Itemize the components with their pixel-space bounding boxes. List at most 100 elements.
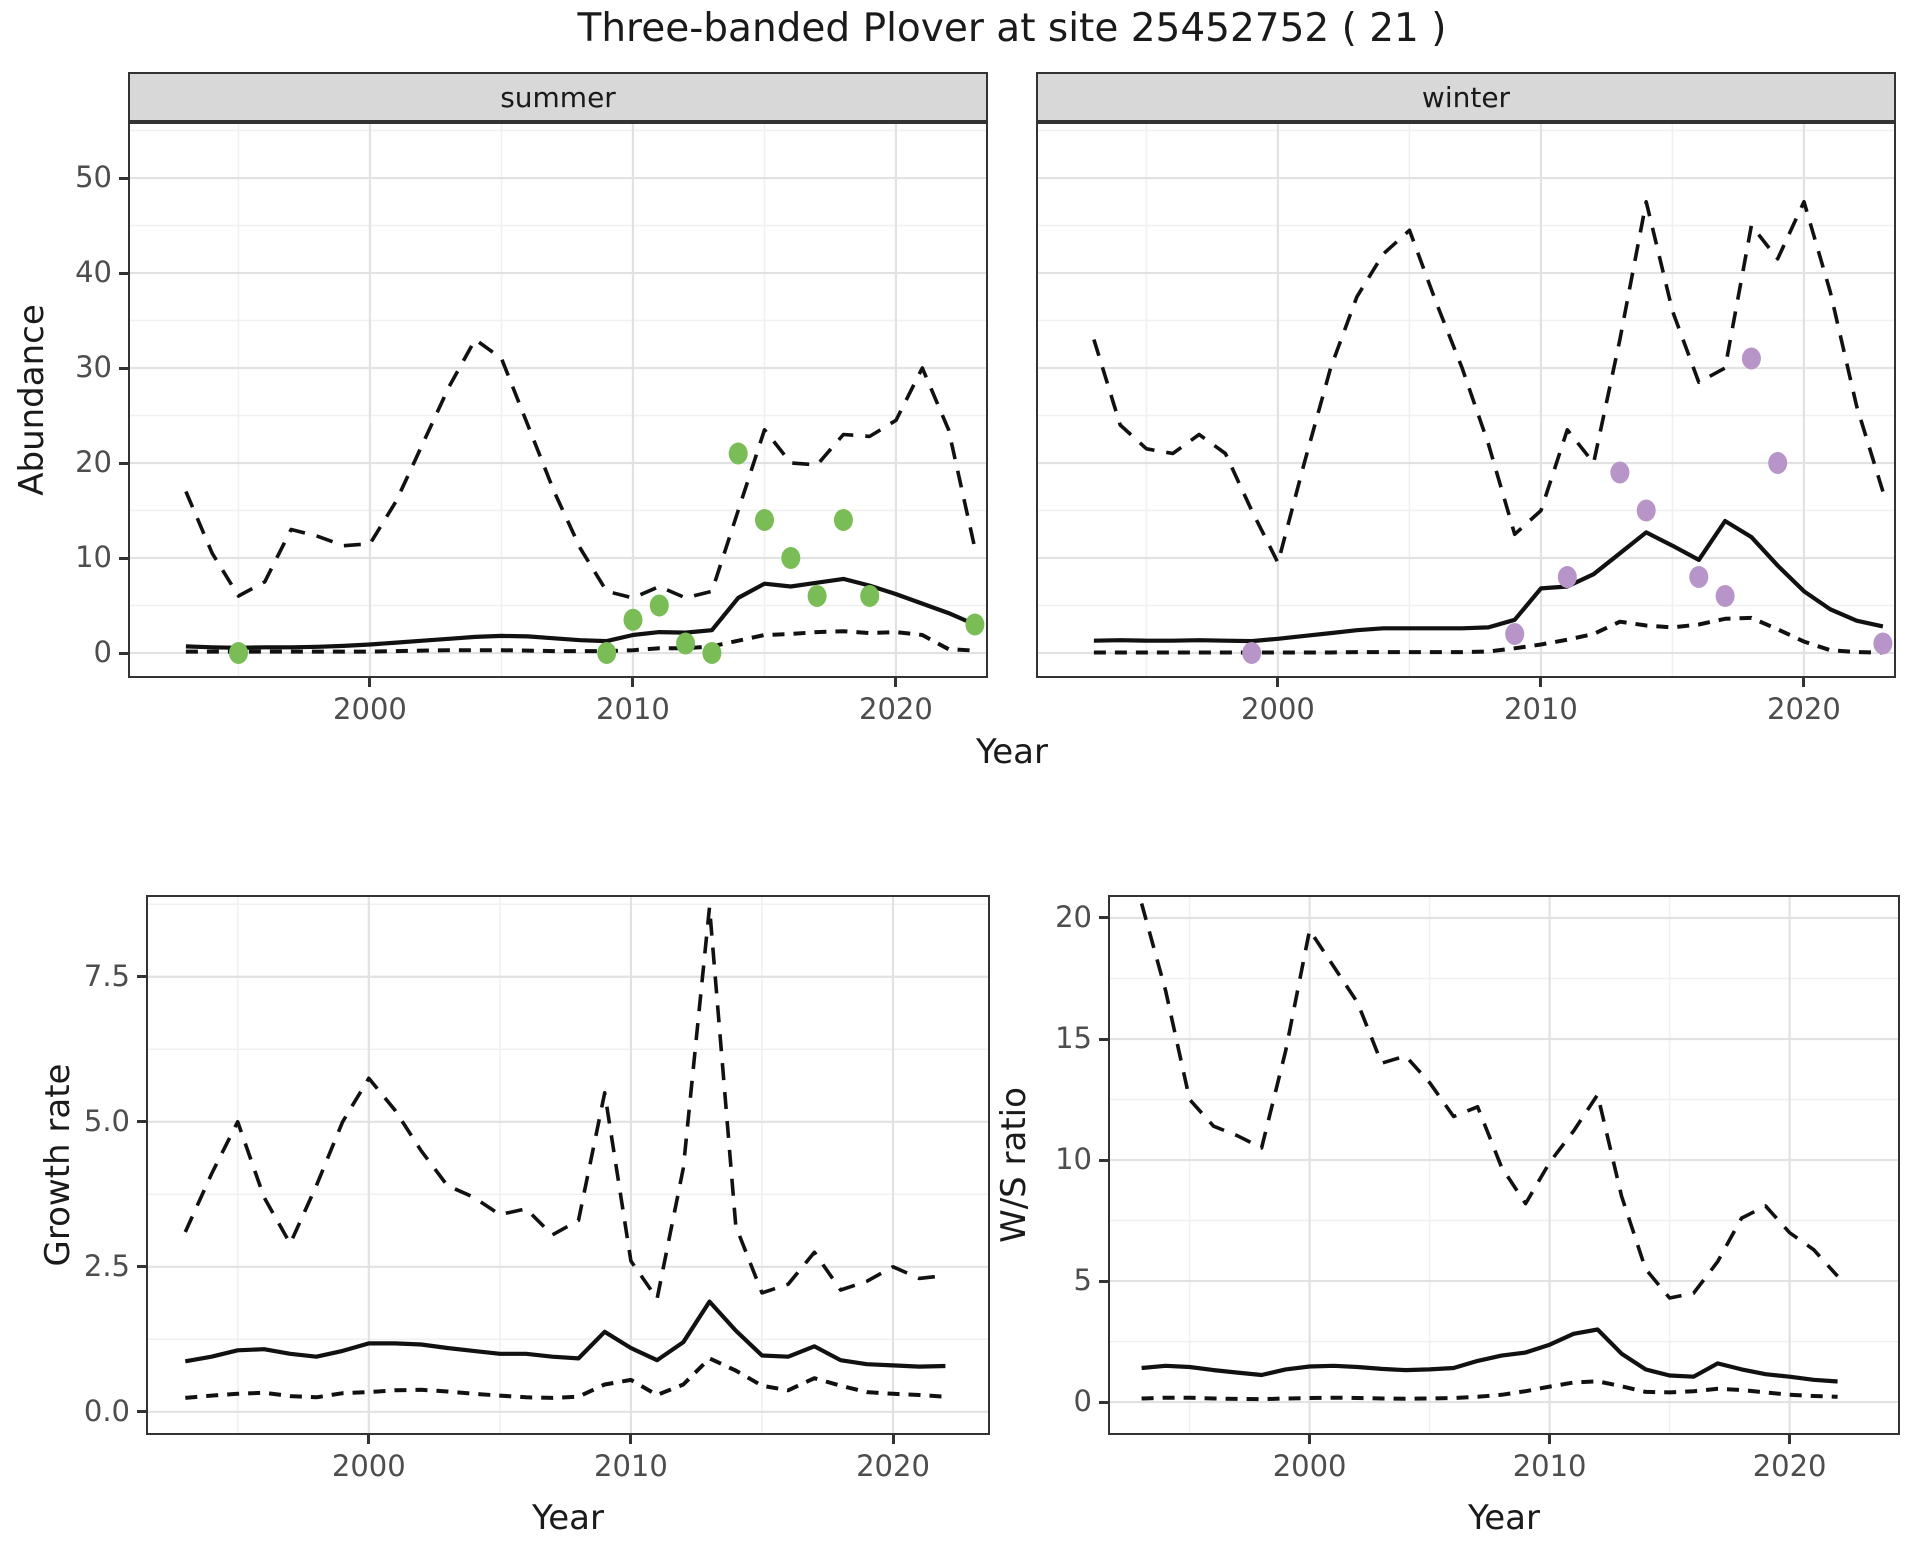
observed-point (1636, 499, 1656, 522)
panel-abundance-summer (128, 122, 988, 678)
y-tick-label: 2.5 (83, 1248, 130, 1283)
observed-point (728, 442, 748, 465)
facet-strip-summer: summer (128, 72, 988, 122)
observed-point (623, 608, 643, 631)
facet-label-winter: winter (1421, 80, 1511, 114)
y-tick-mark (1099, 1037, 1108, 1041)
observed-point (1242, 642, 1262, 664)
observed-point (1741, 347, 1761, 370)
y-tick-mark (119, 366, 128, 370)
y-tick-mark (119, 556, 128, 560)
observed-point (1715, 585, 1735, 607)
observed-point (1873, 632, 1893, 655)
x-axis-title-year-ws: Year (1468, 1498, 1540, 1538)
y-tick-label: 40 (75, 255, 112, 290)
observed-point (597, 642, 617, 664)
x-tick-label: 2020 (859, 692, 933, 726)
y-tick-mark (119, 176, 128, 180)
y-tick-mark (1099, 1400, 1108, 1404)
y-tick-mark (1099, 1279, 1108, 1283)
y-tick-label: 0 (93, 635, 112, 670)
y-tick-mark (1099, 916, 1108, 920)
x-tick-label: 2000 (1241, 692, 1315, 726)
series-upper-95ci (183, 905, 946, 1301)
panel-abundance-winter (1036, 122, 1896, 678)
observed-point (702, 642, 722, 664)
observed-point (807, 585, 827, 607)
y-tick-label: 20 (1055, 899, 1092, 934)
series-median (1093, 518, 1884, 644)
observed-point (1689, 566, 1709, 588)
x-tick-mark (368, 678, 372, 687)
x-tick-mark (1276, 678, 1280, 687)
observed-point (781, 547, 801, 569)
y-tick-label: 15 (1055, 1021, 1092, 1056)
facet-label-summer: summer (500, 80, 616, 114)
panel-ws-ratio (1108, 895, 1900, 1435)
observed-point (649, 594, 669, 617)
y-tick-mark (137, 1410, 146, 1414)
series-upper-95ci (184, 337, 977, 600)
plot-title: Three-banded Plover at site 25452752 ( 2… (577, 6, 1447, 51)
observed-point (965, 613, 985, 636)
y-tick-mark (137, 1265, 146, 1269)
x-tick-mark (1548, 1435, 1552, 1444)
x-axis-title-year-growth: Year (532, 1498, 604, 1538)
y-tick-mark (119, 271, 128, 275)
x-tick-label: 2000 (1272, 1449, 1347, 1483)
x-tick-mark (367, 1435, 371, 1444)
panel-growth-rate (146, 895, 990, 1435)
x-tick-label: 2010 (1512, 1449, 1587, 1483)
y-axis-title-growth-rate: Growth rate (38, 1063, 78, 1267)
series-upper-95ci (1139, 903, 1839, 1300)
panel-border (1036, 122, 1896, 678)
observed-point (755, 509, 774, 531)
observed-point (1505, 623, 1525, 645)
series-lower-95ci (1093, 615, 1883, 655)
panel-border (128, 122, 988, 678)
x-tick-label: 2010 (1504, 692, 1578, 726)
series-lower-95ci (185, 629, 976, 654)
series-upper-95ci (1092, 200, 1885, 565)
x-tick-mark (1802, 678, 1806, 687)
y-tick-label: 5 (1073, 1263, 1092, 1298)
y-tick-label: 20 (75, 445, 112, 480)
y-tick-label: 7.5 (83, 958, 130, 993)
x-tick-mark (1788, 1435, 1792, 1444)
x-tick-label: 2020 (1767, 692, 1841, 726)
observed-point (1610, 461, 1630, 484)
x-tick-label: 2020 (856, 1449, 930, 1483)
series-median (1141, 1327, 1838, 1384)
series-lower-95ci (185, 1356, 946, 1400)
x-tick-mark (1539, 678, 1543, 687)
panel-border (1108, 895, 1900, 1435)
x-axis-title-year-top: Year (976, 732, 1048, 772)
y-tick-mark (119, 651, 128, 655)
x-tick-mark (1308, 1435, 1312, 1444)
x-tick-mark (894, 678, 898, 687)
y-tick-label: 10 (75, 540, 112, 575)
facet-strip-winter: winter (1036, 72, 1896, 122)
panel-border (146, 895, 990, 1435)
observed-point (1557, 566, 1577, 588)
y-tick-label: 30 (75, 350, 112, 385)
observed-point (229, 642, 248, 664)
y-tick-mark (137, 975, 146, 979)
x-tick-label: 2000 (331, 1449, 406, 1483)
x-tick-label: 2020 (1752, 1449, 1827, 1483)
x-tick-label: 2000 (333, 692, 407, 726)
x-tick-label: 2010 (594, 1449, 668, 1483)
y-tick-label: 5.0 (83, 1103, 130, 1138)
x-tick-label: 2010 (596, 692, 670, 726)
x-tick-mark (891, 1435, 895, 1444)
x-tick-mark (631, 678, 635, 687)
observed-point (676, 632, 696, 655)
observed-point (860, 585, 880, 607)
series-lower-95ci (1141, 1379, 1838, 1402)
y-tick-label: 0 (1073, 1384, 1092, 1419)
y-tick-mark (137, 1120, 146, 1124)
y-tick-label: 0.0 (83, 1393, 130, 1428)
y-tick-mark (1099, 1158, 1108, 1162)
x-tick-mark (629, 1435, 633, 1444)
y-tick-mark (119, 461, 128, 465)
